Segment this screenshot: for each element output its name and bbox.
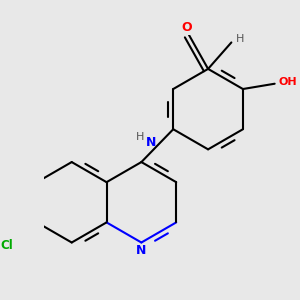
Text: H: H: [236, 34, 244, 44]
Text: N: N: [136, 244, 147, 257]
Text: O: O: [182, 21, 192, 34]
Text: H: H: [136, 132, 145, 142]
Text: OH: OH: [279, 76, 298, 87]
Text: N: N: [146, 136, 156, 149]
Text: Cl: Cl: [0, 239, 13, 252]
